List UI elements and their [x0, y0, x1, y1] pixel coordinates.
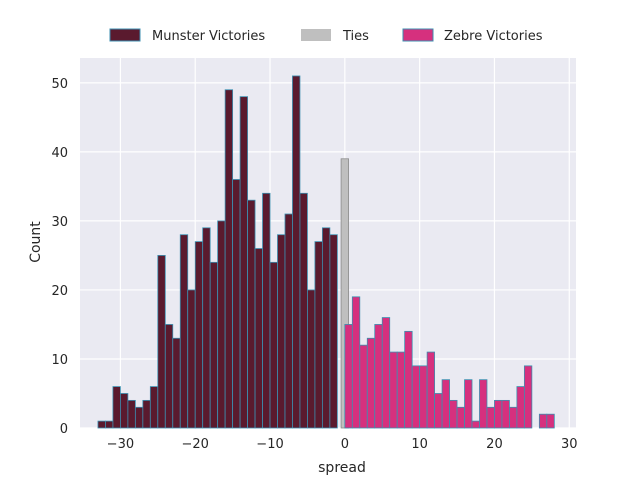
bar-munster-victories: [292, 75, 301, 429]
bar-munster-victories: [254, 248, 263, 429]
legend: Munster Victories Ties Zebre Victories: [109, 28, 543, 44]
bar-munster-victories: [239, 96, 248, 429]
legend-label-zebre: Zebre Victories: [444, 29, 543, 44]
bar-munster-victories: [142, 399, 151, 429]
bar-zebre-victories: [516, 386, 525, 429]
bar-zebre-victories: [546, 413, 555, 429]
bar-munster-victories: [232, 179, 241, 429]
bar-zebre-victories: [494, 399, 503, 429]
bar-zebre-victories: [374, 324, 383, 429]
x-tick-label: 30: [561, 437, 578, 452]
x-tick-label: 10: [411, 437, 428, 452]
bar-zebre-victories: [486, 406, 495, 429]
bar-zebre-victories: [538, 413, 548, 429]
bar-zebre-victories: [501, 399, 510, 429]
bar-zebre-victories: [404, 330, 413, 429]
bar-zebre-victories: [523, 365, 533, 429]
bar-munster-victories: [105, 420, 114, 429]
legend-label-munster: Munster Victories: [152, 29, 265, 44]
bar-zebre-victories: [344, 324, 353, 429]
bars-group: [97, 75, 555, 429]
x-tick-label: −10: [256, 437, 283, 452]
bar-munster-victories: [269, 261, 278, 429]
bar-munster-victories: [209, 261, 219, 429]
bar-munster-victories: [321, 227, 331, 429]
bar-munster-victories: [164, 324, 174, 429]
bar-zebre-victories: [389, 351, 398, 429]
legend-swatch-zebre: [402, 28, 434, 42]
bar-zebre-victories: [509, 406, 518, 429]
bar-zebre-victories: [396, 351, 406, 429]
bar-munster-victories: [277, 234, 286, 429]
y-tick-label: 30: [51, 215, 68, 230]
bar-zebre-victories: [449, 399, 458, 429]
x-axis-ticks: −30 −20 −10 0 10 20 30: [107, 437, 578, 452]
bar-zebre-victories: [456, 406, 465, 429]
bar-zebre-victories: [359, 344, 368, 429]
bar-munster-victories: [329, 234, 338, 429]
bar-munster-victories: [314, 241, 323, 429]
legend-label-ties: Ties: [342, 29, 369, 44]
bar-munster-victories: [202, 227, 211, 429]
bar-munster-victories: [119, 393, 129, 429]
bar-munster-victories: [97, 420, 106, 429]
bar-munster-victories: [307, 289, 316, 429]
y-tick-label: 50: [51, 77, 68, 92]
y-tick-label: 40: [51, 146, 68, 161]
y-tick-label: 10: [51, 353, 68, 368]
bar-munster-victories: [224, 89, 234, 429]
bar-munster-victories: [157, 255, 166, 429]
bar-munster-victories: [112, 386, 121, 429]
x-tick-label: 20: [486, 437, 503, 452]
x-axis-label: spread: [318, 460, 366, 476]
bar-zebre-victories: [419, 365, 428, 429]
bar-munster-victories: [262, 192, 271, 429]
bar-munster-victories: [194, 241, 204, 429]
x-tick-label: 0: [341, 437, 349, 452]
bar-munster-victories: [187, 289, 196, 429]
y-tick-label: 0: [60, 422, 68, 437]
bar-zebre-victories: [479, 379, 488, 429]
bar-munster-victories: [127, 399, 136, 429]
y-axis-label: Count: [28, 221, 44, 263]
bar-munster-victories: [172, 337, 181, 429]
x-tick-label: −30: [107, 437, 134, 452]
bar-munster-victories: [247, 199, 256, 429]
bar-zebre-victories: [411, 365, 421, 429]
bar-munster-victories: [134, 406, 144, 429]
legend-swatch-ties: [301, 29, 331, 41]
bar-zebre-victories: [464, 379, 473, 429]
bar-munster-victories: [299, 192, 308, 429]
y-axis-ticks: 0 10 20 30 40 50: [51, 77, 68, 437]
bar-munster-victories: [217, 220, 226, 429]
bar-zebre-victories: [426, 351, 436, 429]
y-tick-label: 20: [51, 284, 68, 299]
bar-zebre-victories: [381, 317, 391, 429]
bar-zebre-victories: [471, 420, 480, 429]
bar-munster-victories: [149, 386, 159, 429]
legend-swatch-munster: [109, 28, 141, 42]
bar-munster-victories: [179, 234, 189, 429]
bar-zebre-victories: [441, 379, 450, 429]
bar-zebre-victories: [366, 337, 376, 429]
bar-munster-victories: [284, 213, 293, 429]
bar-zebre-victories: [434, 393, 443, 429]
x-tick-label: −20: [181, 437, 208, 452]
bar-zebre-victories: [351, 296, 361, 429]
